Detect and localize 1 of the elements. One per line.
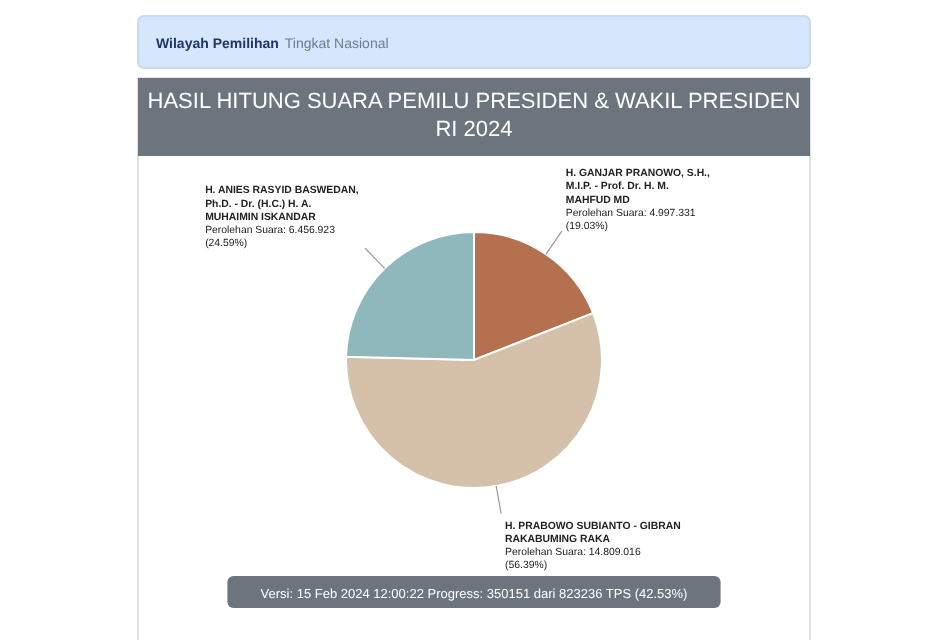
chart-title: HASIL HITUNG SUARA PEMILU PRESIDEN & WAKIL PRESIDEN RI 2024 [147, 90, 801, 142]
